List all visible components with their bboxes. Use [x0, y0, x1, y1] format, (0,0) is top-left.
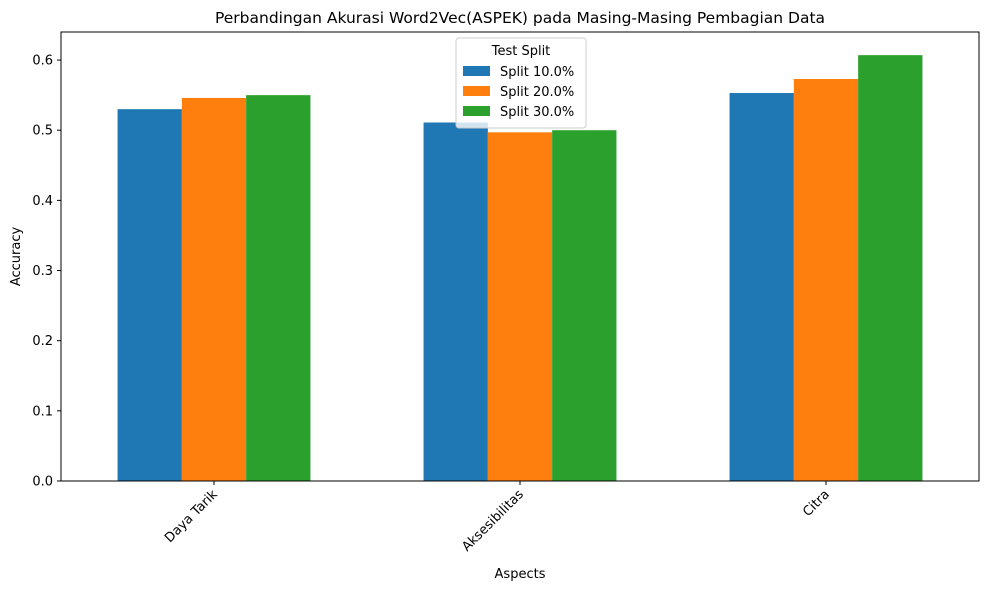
x-tick-label: Daya Tarik — [162, 487, 221, 546]
y-tick-label: 0.0 — [32, 475, 53, 490]
bar-split-20-0--daya-tarik — [181, 97, 247, 482]
legend-entry-label: Split 10.0% — [500, 65, 574, 80]
bars-group — [117, 55, 923, 482]
y-tick-label: 0.1 — [32, 404, 53, 419]
legend-entry-label: Split 20.0% — [500, 85, 574, 100]
y-tick-label: 0.4 — [32, 194, 53, 209]
legend-entry-label: Split 30.0% — [500, 105, 574, 120]
y-tick-label: 0.5 — [32, 124, 53, 139]
y-tick-label: 0.6 — [32, 54, 53, 69]
bar-split-30-0--citra — [858, 55, 923, 482]
legend: Test Split Split 10.0% Split 20.0% Split 30… — [455, 37, 587, 129]
legend-swatch — [463, 86, 490, 96]
y-tick-label: 0.3 — [32, 264, 53, 279]
bar-split-30-0--aksesibilitas — [552, 130, 617, 481]
bar-split-10-0--daya-tarik — [117, 109, 182, 481]
bar-split-20-0--citra — [793, 79, 859, 481]
y-tick-label: 0.2 — [32, 334, 53, 349]
bar-split-10-0--citra — [729, 93, 794, 481]
bar-split-10-0--aksesibilitas — [423, 122, 488, 482]
legend-box — [455, 37, 587, 129]
chart-title: Perbandingan Akurasi Word2Vec(ASPEK) pad… — [215, 9, 825, 27]
bar-split-20-0--aksesibilitas — [487, 132, 553, 482]
y-axis: 0.0 0.1 0.2 0.3 0.4 0.5 0.6 — [32, 54, 61, 490]
x-tick-label: Aksesibilitas — [459, 487, 527, 555]
bar-split-30-0--daya-tarik — [246, 95, 311, 481]
y-axis-label: Accuracy — [9, 227, 24, 287]
x-axis-label: Aspects — [495, 567, 546, 582]
legend-swatch — [463, 66, 490, 76]
x-tick-label: Citra — [800, 487, 833, 520]
x-axis: Daya Tarik Aksesibilitas Citra — [162, 481, 833, 555]
legend-title: Test Split — [491, 44, 551, 59]
legend-swatch — [463, 106, 490, 116]
